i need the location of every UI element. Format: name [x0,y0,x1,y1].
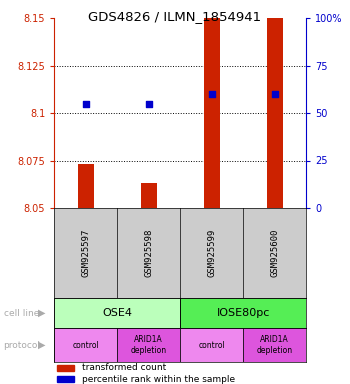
Text: OSE4: OSE4 [102,308,132,318]
Text: IOSE80pc: IOSE80pc [217,308,270,318]
Bar [243,328,306,362]
Bar [54,298,180,328]
Point [146,101,152,107]
Bar [57,376,75,382]
Bar [267,18,283,208]
Bar [117,328,180,362]
Text: transformed count: transformed count [82,363,166,372]
Text: control: control [198,341,225,349]
Text: ARID1A
depletion: ARID1A depletion [257,335,293,355]
Text: GSM925598: GSM925598 [144,229,153,277]
Text: protocol: protocol [4,341,41,349]
Bar [78,164,94,208]
Text: ▶: ▶ [38,308,46,318]
Point [83,101,89,107]
Text: percentile rank within the sample: percentile rank within the sample [82,375,235,384]
Point [209,91,215,97]
Bar [180,328,243,362]
Bar [141,183,157,208]
Bar [57,365,75,371]
Text: ▶: ▶ [38,340,46,350]
Point [272,91,278,97]
Text: cell line: cell line [4,308,39,318]
Bar [204,18,220,208]
Text: GSM925597: GSM925597 [81,229,90,277]
Text: GSM925600: GSM925600 [270,229,279,277]
Bar [54,328,117,362]
Text: control: control [72,341,99,349]
Text: GSM925599: GSM925599 [207,229,216,277]
Text: ARID1A
depletion: ARID1A depletion [131,335,167,355]
Text: GDS4826 / ILMN_1854941: GDS4826 / ILMN_1854941 [89,10,261,23]
Bar [180,298,306,328]
